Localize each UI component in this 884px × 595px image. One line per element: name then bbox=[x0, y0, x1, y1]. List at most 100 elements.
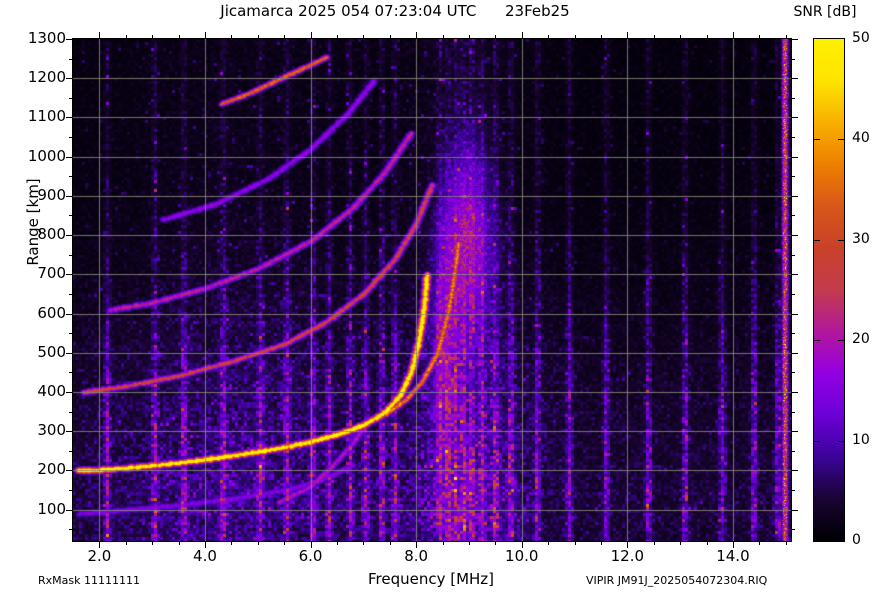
y-tick-mark bbox=[66, 235, 73, 237]
x-tick-mark bbox=[204, 32, 206, 39]
x-axis-label: Frequency [MHz] bbox=[367, 570, 495, 588]
y-tick-mark bbox=[66, 470, 73, 472]
colorbar-gradient bbox=[814, 39, 844, 541]
x-minor-tick-mark bbox=[600, 35, 602, 39]
x-minor-tick-mark bbox=[759, 35, 761, 39]
y-minor-tick-mark bbox=[791, 411, 795, 413]
colorbar-tick-label: 10 bbox=[852, 431, 870, 448]
x-minor-tick-mark bbox=[680, 541, 682, 545]
colorbar-tick-label: 40 bbox=[852, 130, 870, 147]
y-tick-mark bbox=[791, 509, 798, 511]
x-minor-tick-mark bbox=[759, 541, 761, 545]
x-tick-mark bbox=[627, 32, 629, 39]
x-minor-tick-mark bbox=[257, 35, 259, 39]
x-minor-tick-mark bbox=[152, 35, 154, 39]
x-minor-tick-mark bbox=[125, 541, 127, 545]
x-tick-mark bbox=[99, 32, 101, 39]
colorbar-tick-label: 0 bbox=[852, 532, 861, 548]
y-tick-mark bbox=[791, 39, 798, 40]
x-minor-tick-mark bbox=[389, 541, 391, 545]
y-minor-tick-mark bbox=[791, 333, 795, 335]
y-minor-tick-mark bbox=[791, 137, 795, 139]
y-tick-mark bbox=[791, 156, 798, 158]
x-minor-tick-mark bbox=[653, 541, 655, 545]
x-minor-tick-mark bbox=[706, 541, 708, 545]
colorbar-tick-mark bbox=[814, 340, 820, 342]
y-tick-label: 1000 bbox=[27, 146, 66, 165]
colorbar[interactable] bbox=[813, 38, 845, 542]
y-minor-tick-mark bbox=[791, 490, 795, 492]
y-minor-tick-mark bbox=[791, 176, 795, 178]
y-tick-mark bbox=[791, 274, 798, 276]
x-tick-label: 6.0 bbox=[298, 547, 323, 565]
x-tick-mark bbox=[416, 541, 418, 548]
x-minor-tick-mark bbox=[785, 35, 787, 39]
colorbar-tick-mark bbox=[814, 440, 820, 442]
y-minor-tick-mark bbox=[791, 529, 795, 531]
y-tick-mark bbox=[791, 313, 798, 315]
x-minor-tick-mark bbox=[548, 35, 550, 39]
figure-title: Jicamarca 2025 054 07:23:04 UTC 23Feb25 bbox=[220, 2, 570, 20]
x-minor-tick-mark bbox=[257, 541, 259, 545]
y-tick-mark bbox=[66, 117, 73, 119]
y-tick-mark bbox=[66, 39, 73, 40]
y-tick-mark bbox=[791, 352, 798, 354]
y-tick-mark bbox=[791, 195, 798, 197]
colorbar-title: SNR [dB] bbox=[793, 4, 857, 20]
y-tick-mark bbox=[66, 509, 73, 511]
x-minor-tick-mark bbox=[574, 541, 576, 545]
x-tick-mark bbox=[627, 541, 629, 548]
x-tick-label: 10.0 bbox=[505, 547, 539, 565]
y-tick-label: 1100 bbox=[27, 107, 66, 126]
rxmask-label: RxMask 11111111 bbox=[38, 574, 140, 587]
y-tick-label: 300 bbox=[37, 421, 66, 440]
y-tick-label: 500 bbox=[37, 342, 66, 361]
y-minor-tick-mark bbox=[69, 333, 73, 335]
x-tick-mark bbox=[521, 541, 523, 548]
x-minor-tick-mark bbox=[600, 541, 602, 545]
y-tick-mark bbox=[66, 431, 73, 433]
y-tick-mark bbox=[791, 117, 798, 119]
colorbar-tick-label: 30 bbox=[852, 230, 870, 247]
x-minor-tick-mark bbox=[125, 35, 127, 39]
x-minor-tick-mark bbox=[495, 541, 497, 545]
y-tick-label: 700 bbox=[37, 264, 66, 283]
y-tick-mark bbox=[66, 391, 73, 393]
x-minor-tick-mark bbox=[574, 35, 576, 39]
x-tick-label: 4.0 bbox=[193, 547, 217, 565]
ionogram-plot-area[interactable] bbox=[72, 38, 792, 542]
y-tick-label: 800 bbox=[37, 225, 66, 244]
y-minor-tick-mark bbox=[69, 254, 73, 256]
x-minor-tick-mark bbox=[495, 35, 497, 39]
y-tick-mark bbox=[66, 195, 73, 197]
y-tick-mark bbox=[791, 235, 798, 237]
y-minor-tick-mark bbox=[791, 450, 795, 452]
x-minor-tick-mark bbox=[548, 541, 550, 545]
x-minor-tick-mark bbox=[178, 541, 180, 545]
y-minor-tick-mark bbox=[69, 450, 73, 452]
y-minor-tick-mark bbox=[69, 97, 73, 99]
y-minor-tick-mark bbox=[791, 58, 795, 60]
y-minor-tick-mark bbox=[69, 411, 73, 413]
x-minor-tick-mark bbox=[653, 35, 655, 39]
ionogram-heatmap-canvas[interactable] bbox=[73, 39, 791, 541]
y-tick-label: 900 bbox=[37, 185, 66, 204]
y-minor-tick-mark bbox=[791, 97, 795, 99]
x-minor-tick-mark bbox=[284, 541, 286, 545]
y-minor-tick-mark bbox=[69, 58, 73, 60]
y-tick-mark bbox=[791, 470, 798, 472]
x-minor-tick-mark bbox=[178, 35, 180, 39]
colorbar-tick-mark bbox=[838, 139, 844, 141]
x-tick-mark bbox=[99, 541, 101, 548]
x-minor-tick-mark bbox=[389, 35, 391, 39]
x-tick-mark bbox=[521, 32, 523, 39]
y-tick-label: 200 bbox=[37, 460, 66, 479]
colorbar-tick-mark bbox=[814, 239, 820, 241]
y-minor-tick-mark bbox=[791, 215, 795, 217]
y-minor-tick-mark bbox=[69, 529, 73, 531]
x-minor-tick-mark bbox=[680, 35, 682, 39]
colorbar-tick-mark bbox=[838, 340, 844, 342]
x-minor-tick-mark bbox=[363, 35, 365, 39]
y-minor-tick-mark bbox=[69, 137, 73, 139]
y-tick-label: 100 bbox=[37, 499, 66, 518]
